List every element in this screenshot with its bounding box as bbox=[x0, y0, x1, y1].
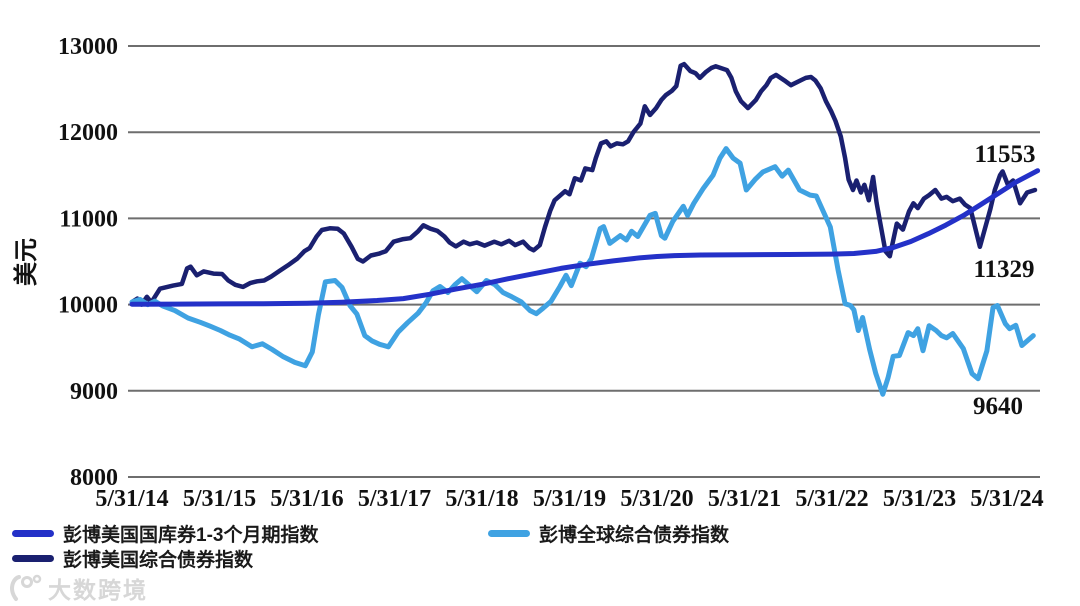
legend-label: 彭博美国国库券1-3个月期指数 bbox=[63, 524, 319, 546]
x-axis-tick-labels: 5/31/14 5/31/15 5/31/16 5/31/17 5/31/18 5/31/… bbox=[95, 486, 1043, 512]
gridlines bbox=[128, 45, 1040, 478]
legend-marker-us-aggregate bbox=[12, 554, 54, 562]
legend-item-us-tbill: 彭博美国国库券1-3个月期指数 bbox=[12, 521, 319, 546]
y-axis-title: 美元 bbox=[12, 238, 40, 286]
y-tick-label-12000: 12000 bbox=[58, 120, 118, 146]
data-value-labels: 11553 11329 9640 bbox=[973, 141, 1036, 420]
watermark: 大数跨境 bbox=[6, 571, 148, 605]
x-tick-label-5-31-14: 5/31/14 bbox=[95, 486, 168, 512]
annotation-11329: 11329 bbox=[973, 256, 1034, 283]
legend-label: 彭博全球综合债券指数 bbox=[539, 524, 730, 546]
series-line-2 bbox=[129, 168, 1041, 307]
x-tick-label-5-31-18: 5/31/18 bbox=[445, 486, 518, 512]
chart-series bbox=[129, 61, 1041, 397]
legend-marker-us-tbill bbox=[12, 529, 54, 537]
legend-marker-global-aggregate bbox=[488, 529, 530, 537]
y-tick-label-9000: 9000 bbox=[70, 379, 118, 405]
y-tick-label-10000: 10000 bbox=[58, 293, 118, 319]
legend: 彭博美国国库券1-3个月期指数 彭博美国综合债券指数 彭博全球综合债券指数 bbox=[0, 519, 1080, 573]
watermark-logo-icon bbox=[10, 574, 42, 601]
annotation-9640: 9640 bbox=[973, 393, 1023, 420]
y-axis-tick-labels: 8000 9000 10000 11000 12000 13000 bbox=[58, 34, 118, 491]
legend-label: 彭博美国综合债券指数 bbox=[63, 549, 254, 571]
x-tick-label-5-31-15: 5/31/15 bbox=[183, 486, 256, 512]
x-tick-label-5-31-21: 5/31/21 bbox=[708, 486, 781, 512]
y-tick-label-11000: 11000 bbox=[59, 206, 118, 232]
legend-item-global-aggregate: 彭博全球综合债券指数 bbox=[488, 521, 730, 546]
y-tick-label-8000: 8000 bbox=[70, 465, 118, 491]
series-line-1 bbox=[129, 146, 1036, 397]
x-tick-label-5-31-16: 5/31/16 bbox=[270, 486, 343, 512]
x-tick-label-5-31-17: 5/31/17 bbox=[358, 486, 431, 512]
x-tick-label-5-31-19: 5/31/19 bbox=[533, 486, 606, 512]
annotation-11553: 11553 bbox=[974, 141, 1035, 168]
x-tick-label-5-31-20: 5/31/20 bbox=[620, 486, 693, 512]
y-tick-label-13000: 13000 bbox=[58, 34, 118, 60]
x-tick-label-5-31-22: 5/31/22 bbox=[795, 486, 868, 512]
series-line-0 bbox=[129, 61, 1038, 307]
legend-item-us-aggregate: 彭博美国综合债券指数 bbox=[12, 546, 254, 571]
watermark-text: 大数跨境 bbox=[48, 577, 148, 603]
x-tick-label-5-31-24: 5/31/24 bbox=[970, 486, 1043, 512]
x-tick-label-5-31-23: 5/31/23 bbox=[883, 486, 956, 512]
